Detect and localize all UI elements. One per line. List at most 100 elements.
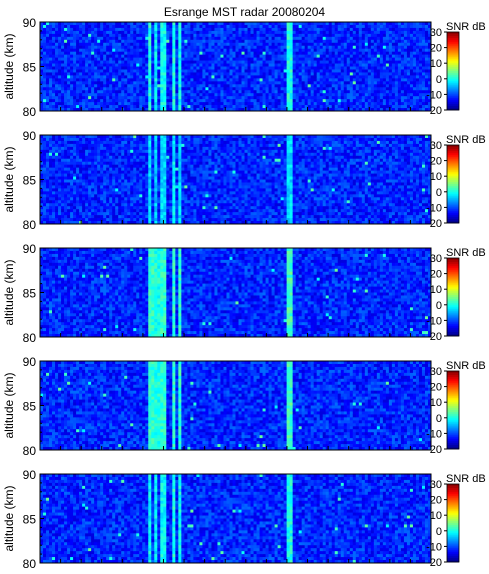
heatmap-cell	[115, 138, 118, 141]
heatmap-cell	[43, 165, 46, 168]
heatmap-cell	[49, 75, 52, 78]
heatmap-cell	[103, 34, 106, 37]
heatmap-cell	[269, 72, 272, 75]
heatmap-cell	[160, 55, 163, 58]
heatmap-cell	[419, 58, 422, 61]
heatmap-cell	[205, 31, 208, 34]
heatmap-cell	[299, 102, 302, 105]
heatmap-cell	[347, 55, 350, 58]
heatmap-cell	[323, 25, 326, 28]
heatmap-cell	[323, 55, 326, 58]
heatmap-cell	[85, 209, 88, 212]
heatmap-cell	[398, 34, 401, 37]
heatmap-cell	[293, 31, 296, 34]
heatmap-cell	[166, 34, 169, 37]
heatmap-cell	[202, 78, 205, 81]
heatmap-cell	[281, 61, 284, 64]
heatmap-cell	[287, 43, 290, 46]
heatmap-cell	[163, 31, 166, 34]
heatmap-cell	[70, 72, 73, 75]
heatmap-cell	[190, 58, 193, 61]
heatmap-cell	[299, 34, 302, 37]
heatmap-cell	[392, 40, 395, 43]
heatmap-cell	[52, 168, 55, 171]
heatmap-cell	[287, 78, 290, 81]
heatmap-cell	[226, 46, 229, 49]
heatmap-cell	[133, 78, 136, 81]
heatmap-cell	[52, 156, 55, 159]
heatmap-cell	[130, 159, 133, 162]
heatmap-cell	[151, 43, 154, 46]
heatmap-cell	[214, 31, 217, 34]
heatmap-cell	[220, 37, 223, 40]
heatmap-cell	[100, 22, 103, 25]
heatmap-cell	[199, 46, 202, 49]
heatmap-cell	[254, 72, 257, 75]
heatmap-cell	[118, 61, 121, 64]
heatmap-cell	[130, 206, 133, 209]
heatmap-cell	[229, 58, 232, 61]
heatmap-cell	[109, 188, 112, 191]
heatmap-cell	[127, 182, 130, 185]
heatmap-cell	[371, 102, 374, 105]
heatmap-cell	[272, 52, 275, 55]
heatmap-cell	[124, 87, 127, 90]
heatmap-cell	[157, 37, 160, 40]
heatmap-cell	[127, 200, 130, 203]
heatmap-cell	[380, 99, 383, 102]
heatmap-cell	[275, 99, 278, 102]
heatmap-cell	[52, 58, 55, 61]
heatmap-cell	[79, 40, 82, 43]
heatmap-cell	[82, 25, 85, 28]
heatmap-cell	[323, 40, 326, 43]
heatmap-cell	[124, 212, 127, 215]
heatmap-cell	[97, 212, 100, 215]
heatmap-cell	[121, 81, 124, 84]
heatmap-cell	[139, 37, 142, 40]
heatmap-cell	[344, 46, 347, 49]
heatmap-cell	[133, 96, 136, 99]
heatmap-cell	[103, 144, 106, 147]
heatmap-cell	[49, 61, 52, 64]
heatmap-cell	[281, 43, 284, 46]
heatmap-cell	[242, 37, 245, 40]
heatmap-cell	[245, 64, 248, 67]
heatmap-cell	[196, 43, 199, 46]
heatmap-cell	[76, 67, 79, 70]
heatmap-cell	[100, 55, 103, 58]
heatmap-cell	[166, 25, 169, 28]
heatmap-cell	[157, 34, 160, 37]
heatmap-cell	[151, 58, 154, 61]
heatmap-cell	[91, 209, 94, 212]
heatmap-cell	[70, 182, 73, 185]
heatmap-cell	[239, 49, 242, 52]
heatmap-cell	[148, 105, 151, 108]
heatmap-cell	[181, 93, 184, 96]
heatmap-cell	[232, 34, 235, 37]
heatmap-cell	[296, 84, 299, 87]
heatmap-cell	[91, 141, 94, 144]
heatmap-cell	[302, 87, 305, 90]
heatmap-cell	[260, 25, 263, 28]
heatmap-cell	[211, 90, 214, 93]
heatmap-cell	[124, 171, 127, 174]
heatmap-cell	[43, 46, 46, 49]
heatmap-cell	[103, 147, 106, 150]
heatmap-cell	[58, 84, 61, 87]
heatmap-cell	[139, 156, 142, 159]
heatmap-cell	[242, 72, 245, 75]
heatmap-cell	[263, 22, 266, 25]
heatmap-cell	[356, 75, 359, 78]
heatmap-cell	[61, 69, 64, 72]
heatmap-cell	[323, 43, 326, 46]
heatmap-cell	[371, 49, 374, 52]
heatmap-cell	[374, 102, 377, 105]
heatmap-cell	[64, 150, 67, 153]
heatmap-cell	[284, 75, 287, 78]
heatmap-cell	[169, 43, 172, 46]
heatmap-cell	[124, 174, 127, 177]
heatmap-cell	[269, 49, 272, 52]
heatmap-cell	[359, 31, 362, 34]
heatmap-cell	[401, 67, 404, 70]
heatmap-cell	[275, 52, 278, 55]
